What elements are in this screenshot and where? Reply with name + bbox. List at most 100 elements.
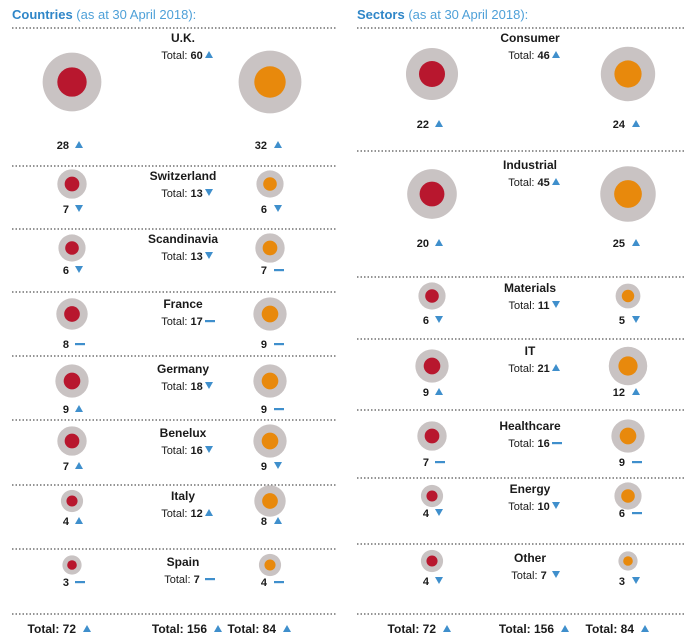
sectors-energy-total-label: Total:	[508, 501, 537, 513]
countries-benelux-red-value: 7	[63, 461, 69, 473]
sectors-energy-total-trend	[552, 502, 560, 509]
sectors-subtitle: (as at 30 April 2018):	[408, 7, 529, 22]
countries-germany-total-value: 18	[191, 381, 203, 393]
sectors-materials-red-trend	[435, 316, 443, 323]
sectors-it-red-value: 9	[423, 387, 429, 399]
countries-italy-total-label: Total:	[161, 508, 190, 520]
sectors-it-red-trend	[435, 388, 443, 395]
countries-italy-orange-bubble-core	[262, 493, 278, 509]
sectors-healthcare-label: Healthcare	[499, 419, 561, 433]
countries-spain-total: Total: 7	[164, 574, 199, 586]
sectors-other-red-bubble-core	[426, 555, 438, 567]
countries-france-total: Total: 17	[161, 316, 203, 328]
sectors-consumer-label: Consumer	[500, 31, 560, 45]
sectors-materials-total-label: Total:	[509, 300, 538, 312]
countries-switzerland-orange-value: 6	[261, 204, 267, 216]
countries-italy-red-trend	[75, 517, 83, 524]
countries-benelux-red-trend	[75, 462, 83, 469]
sectors-materials-red-value: 6	[423, 315, 429, 327]
countries-italy-red-bubble-core	[66, 495, 78, 507]
countries-footer-total: Total: 156	[152, 622, 207, 636]
countries-italy-label: Italy	[171, 489, 195, 503]
sectors-healthcare-total-label: Total:	[508, 438, 537, 450]
countries-france-orange-bubble-core	[261, 305, 279, 323]
sectors-other-red-trend	[435, 577, 443, 584]
countries-spain-total-value: 7	[194, 574, 200, 586]
sectors-panel-title: Sectors (as at 30 April 2018):	[357, 7, 528, 22]
sectors-materials-label: Materials	[504, 281, 556, 295]
sectors-energy-orange-trend	[632, 512, 642, 515]
sectors-other-orange-bubble-core	[623, 556, 633, 566]
sectors-consumer-total-value: 46	[538, 50, 550, 62]
countries-spain-orange-value: 4	[261, 577, 268, 589]
countries-scandinavia-total-label: Total:	[161, 251, 190, 263]
sectors-healthcare-red-value: 7	[423, 457, 429, 469]
sectors-other-total-label: Total:	[511, 570, 540, 582]
countries-scandinavia-label: Scandinavia	[148, 232, 218, 246]
sectors-other-red-value: 4	[423, 576, 430, 588]
countries-benelux-red-bubble-core	[64, 433, 80, 449]
sectors-energy-red-bubble-core	[426, 490, 438, 502]
countries-benelux-total: Total: 16	[161, 445, 203, 457]
sectors-consumer-red-trend	[435, 120, 443, 127]
sectors-industrial-total-trend	[552, 178, 560, 185]
sectors-consumer-orange-trend	[632, 120, 640, 127]
countries-u-k--total-value: 60	[191, 50, 203, 62]
sectors-footer-orange-total: Total: 84	[586, 622, 635, 636]
countries-switzerland-red-trend	[75, 205, 83, 212]
countries-italy-orange-trend	[274, 517, 282, 524]
sectors-other-label: Other	[514, 551, 546, 565]
sectors-consumer-total-trend	[552, 51, 560, 58]
countries-spain-red-trend	[75, 581, 85, 584]
sectors-it-orange-bubble-core	[618, 356, 638, 376]
sectors-materials-total-trend	[552, 301, 560, 308]
countries-switzerland-orange-bubble-core	[263, 177, 277, 191]
sectors-materials-orange-trend	[632, 316, 640, 323]
sectors-footer-orange-trend	[641, 625, 649, 632]
sectors-materials-total-value: 11	[538, 300, 550, 312]
sectors-energy-orange-value: 6	[619, 508, 625, 520]
sectors-consumer-orange-value: 24	[613, 119, 626, 131]
countries-france-red-value: 8	[63, 339, 69, 351]
sectors-other-total-trend	[552, 571, 560, 578]
countries-spain-label: Spain	[167, 555, 200, 569]
countries-italy-total: Total: 12	[161, 508, 203, 520]
countries-france-red-bubble-core	[64, 306, 80, 322]
sectors-healthcare-total: Total: 16	[508, 438, 550, 450]
countries-france-orange-trend	[274, 343, 284, 346]
sectors-title: Sectors	[357, 7, 405, 22]
countries-scandinavia-red-trend	[75, 266, 83, 273]
countries-germany-total-trend	[205, 382, 213, 389]
countries-subtitle: (as at 30 April 2018):	[76, 7, 197, 22]
countries-benelux-orange-trend	[274, 462, 282, 469]
sectors-materials-total: Total: 11	[509, 300, 550, 312]
countries-benelux-total-label: Total:	[161, 445, 190, 457]
sectors-it-orange-trend	[632, 388, 640, 395]
sectors-industrial-orange-value: 25	[613, 238, 625, 250]
countries-germany-red-trend	[75, 405, 83, 412]
sectors-other-total: Total: 7	[511, 570, 546, 582]
countries-spain-orange-bubble-core	[264, 559, 276, 571]
countries-scandinavia-total: Total: 13	[161, 251, 203, 263]
sectors-materials-orange-bubble-core	[621, 289, 635, 303]
sectors-other-orange-trend	[632, 577, 640, 584]
countries-spain-orange-trend	[274, 581, 284, 584]
sectors-industrial-total-value: 45	[538, 177, 550, 189]
countries-switzerland-total-value: 13	[191, 188, 203, 200]
sectors-energy-red-value: 4	[423, 508, 430, 520]
countries-switzerland-total-label: Total:	[161, 188, 190, 200]
countries-footer-total-trend	[214, 625, 222, 632]
sectors-healthcare-orange-value: 9	[619, 457, 625, 469]
sectors-it-label: IT	[525, 344, 536, 358]
countries-title: Countries	[12, 7, 73, 22]
sectors-healthcare-red-bubble-core	[424, 428, 440, 444]
countries-benelux-total-value: 16	[191, 445, 203, 457]
countries-germany-red-value: 9	[63, 404, 69, 416]
countries-switzerland-orange-trend	[274, 205, 282, 212]
countries-spain-total-label: Total:	[164, 574, 193, 586]
sectors-healthcare-total-trend	[552, 442, 562, 445]
countries-u-k--orange-trend	[274, 141, 282, 148]
countries-u-k--red-value: 28	[57, 140, 69, 152]
sectors-consumer-total-label: Total:	[508, 50, 537, 62]
countries-benelux-orange-bubble-core	[261, 432, 279, 450]
